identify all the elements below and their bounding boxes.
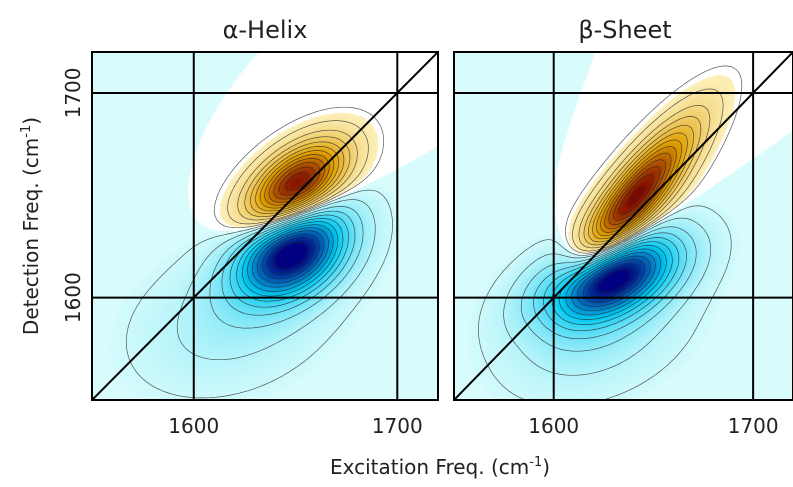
contour-lines xyxy=(478,65,743,400)
contour-line xyxy=(227,120,369,225)
diagonal-line xyxy=(92,52,438,400)
contour-line xyxy=(613,166,661,221)
y-axis-label: Detection Freq. (cm-1) xyxy=(19,117,43,335)
contour-line xyxy=(285,172,309,191)
contour-line xyxy=(267,237,315,275)
contour-line xyxy=(592,132,688,240)
contour-line xyxy=(125,189,393,399)
contour-line xyxy=(478,205,732,400)
grid-lines xyxy=(92,52,438,400)
contour-line xyxy=(264,154,330,206)
contour-line xyxy=(268,158,326,203)
contour-line xyxy=(176,199,376,361)
x-tick-label: 1600 xyxy=(528,414,579,438)
contour-line xyxy=(558,245,667,320)
grid-lines xyxy=(454,52,793,400)
tick-labels: 1600 1700 xyxy=(528,414,778,438)
contour-line xyxy=(565,65,743,254)
x-tick-label: 1700 xyxy=(372,414,423,438)
plot-area xyxy=(92,52,438,400)
contour-line xyxy=(247,224,334,292)
contour-line xyxy=(619,174,654,215)
x-axis-label-end: ) xyxy=(542,455,550,479)
contour-line xyxy=(244,136,351,218)
x-tick-label: 1700 xyxy=(728,414,779,438)
y-tick-label: 1600 xyxy=(61,272,85,323)
y-tick-label: 1700 xyxy=(61,67,85,118)
contour-line xyxy=(237,129,358,221)
tick-labels: 1600 1700 1600 1700 xyxy=(61,67,423,438)
panel-beta-sheet: β-Sheet 1600 1700 xyxy=(453,16,793,438)
x-tick-label: 1600 xyxy=(168,414,219,438)
plot-frame xyxy=(91,51,439,401)
contour-line xyxy=(261,233,320,280)
contour-line xyxy=(252,227,329,288)
contour-line xyxy=(241,221,339,297)
contour-line xyxy=(255,146,340,212)
contour-line xyxy=(209,206,364,329)
contour-line xyxy=(273,241,309,270)
contour-line xyxy=(503,217,712,376)
contour-line xyxy=(627,186,644,205)
x-axis-label: Excitation Freq. (cm-1) xyxy=(330,455,550,479)
contour-line xyxy=(533,232,687,340)
contour-line xyxy=(256,230,325,284)
x-axis-label-sup: -1 xyxy=(529,455,542,470)
contour-line xyxy=(259,150,335,209)
contour-line xyxy=(571,252,656,312)
y-axis-label-text: Detection Freq. (cm xyxy=(19,138,43,335)
contour-line xyxy=(565,248,662,316)
diagonal-line xyxy=(454,52,793,400)
y-axis-label-end: ) xyxy=(19,117,43,125)
contour-line xyxy=(596,268,632,294)
contour-line xyxy=(551,241,673,325)
contour-line xyxy=(578,105,711,249)
y-axis-label-sup: -1 xyxy=(19,125,34,138)
contour-line xyxy=(583,116,702,246)
panel-alpha-helix: α-Helix 1600 1700 1600 1700 xyxy=(61,16,439,438)
panel-title: β-Sheet xyxy=(578,16,671,44)
contour-lines xyxy=(125,106,393,399)
contour-line xyxy=(250,141,345,215)
contour-line xyxy=(577,255,651,307)
x-axis-label-text: Excitation Freq. (cm xyxy=(330,455,529,479)
panel-title: α-Helix xyxy=(223,16,308,44)
plot-area xyxy=(454,52,793,400)
contour-line xyxy=(572,88,724,252)
plot-frame xyxy=(453,51,793,401)
contour-line xyxy=(588,124,695,243)
